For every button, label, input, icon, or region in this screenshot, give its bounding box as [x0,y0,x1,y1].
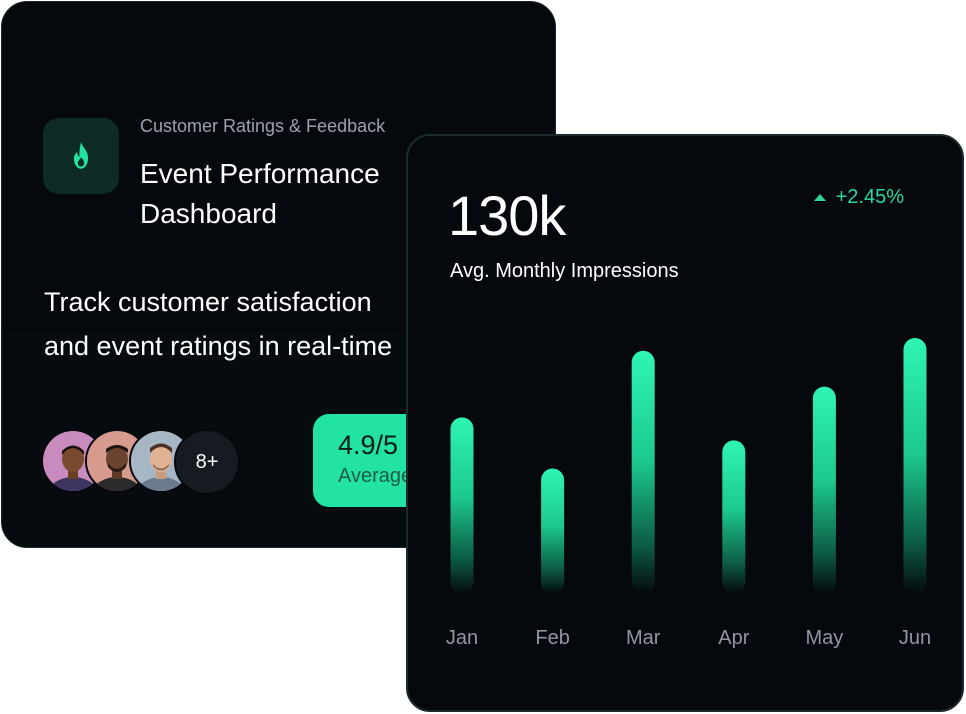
x-tick-label: Feb [535,627,569,649]
x-tick-label: Jan [446,627,478,649]
x-tick-label: Jun [899,627,931,649]
impressions-label: Avg. Monthly Impressions [450,260,679,282]
flame-icon [43,118,119,194]
bar-mar [631,350,655,594]
bar-jan [450,417,474,594]
bar-apr [722,440,746,594]
change-value: +2.45% [835,186,904,208]
impressions-card: 130k +2.45% Avg. Monthly Impressions Jan… [406,134,964,712]
card-title: Event Performance Dashboard [140,158,380,229]
bar-feb [541,468,565,594]
x-tick-label: May [806,627,844,649]
tagline-line-2: and event ratings in real-time [44,331,393,361]
card-eyebrow: Customer Ratings & Feedback [140,116,386,136]
impressions-value: 130k [448,184,566,247]
more-avatars-badge[interactable]: 8+ [174,429,240,495]
rating-caption: Average [338,465,413,487]
rating-score: 4.9/5 [338,430,399,460]
trend-up-icon [813,194,826,201]
impressions-bar-chart: Jan Feb Mar Apr May Jun [446,338,931,649]
card-tagline: Track customer satisfaction and event ra… [44,280,524,368]
bar-may [812,386,836,594]
impressions-change: +2.45% [813,186,904,209]
x-tick-label: Mar [626,627,661,649]
tagline-line-1: Track customer satisfaction [44,287,372,317]
bar-jun [903,338,927,594]
x-tick-label: Apr [718,627,749,649]
